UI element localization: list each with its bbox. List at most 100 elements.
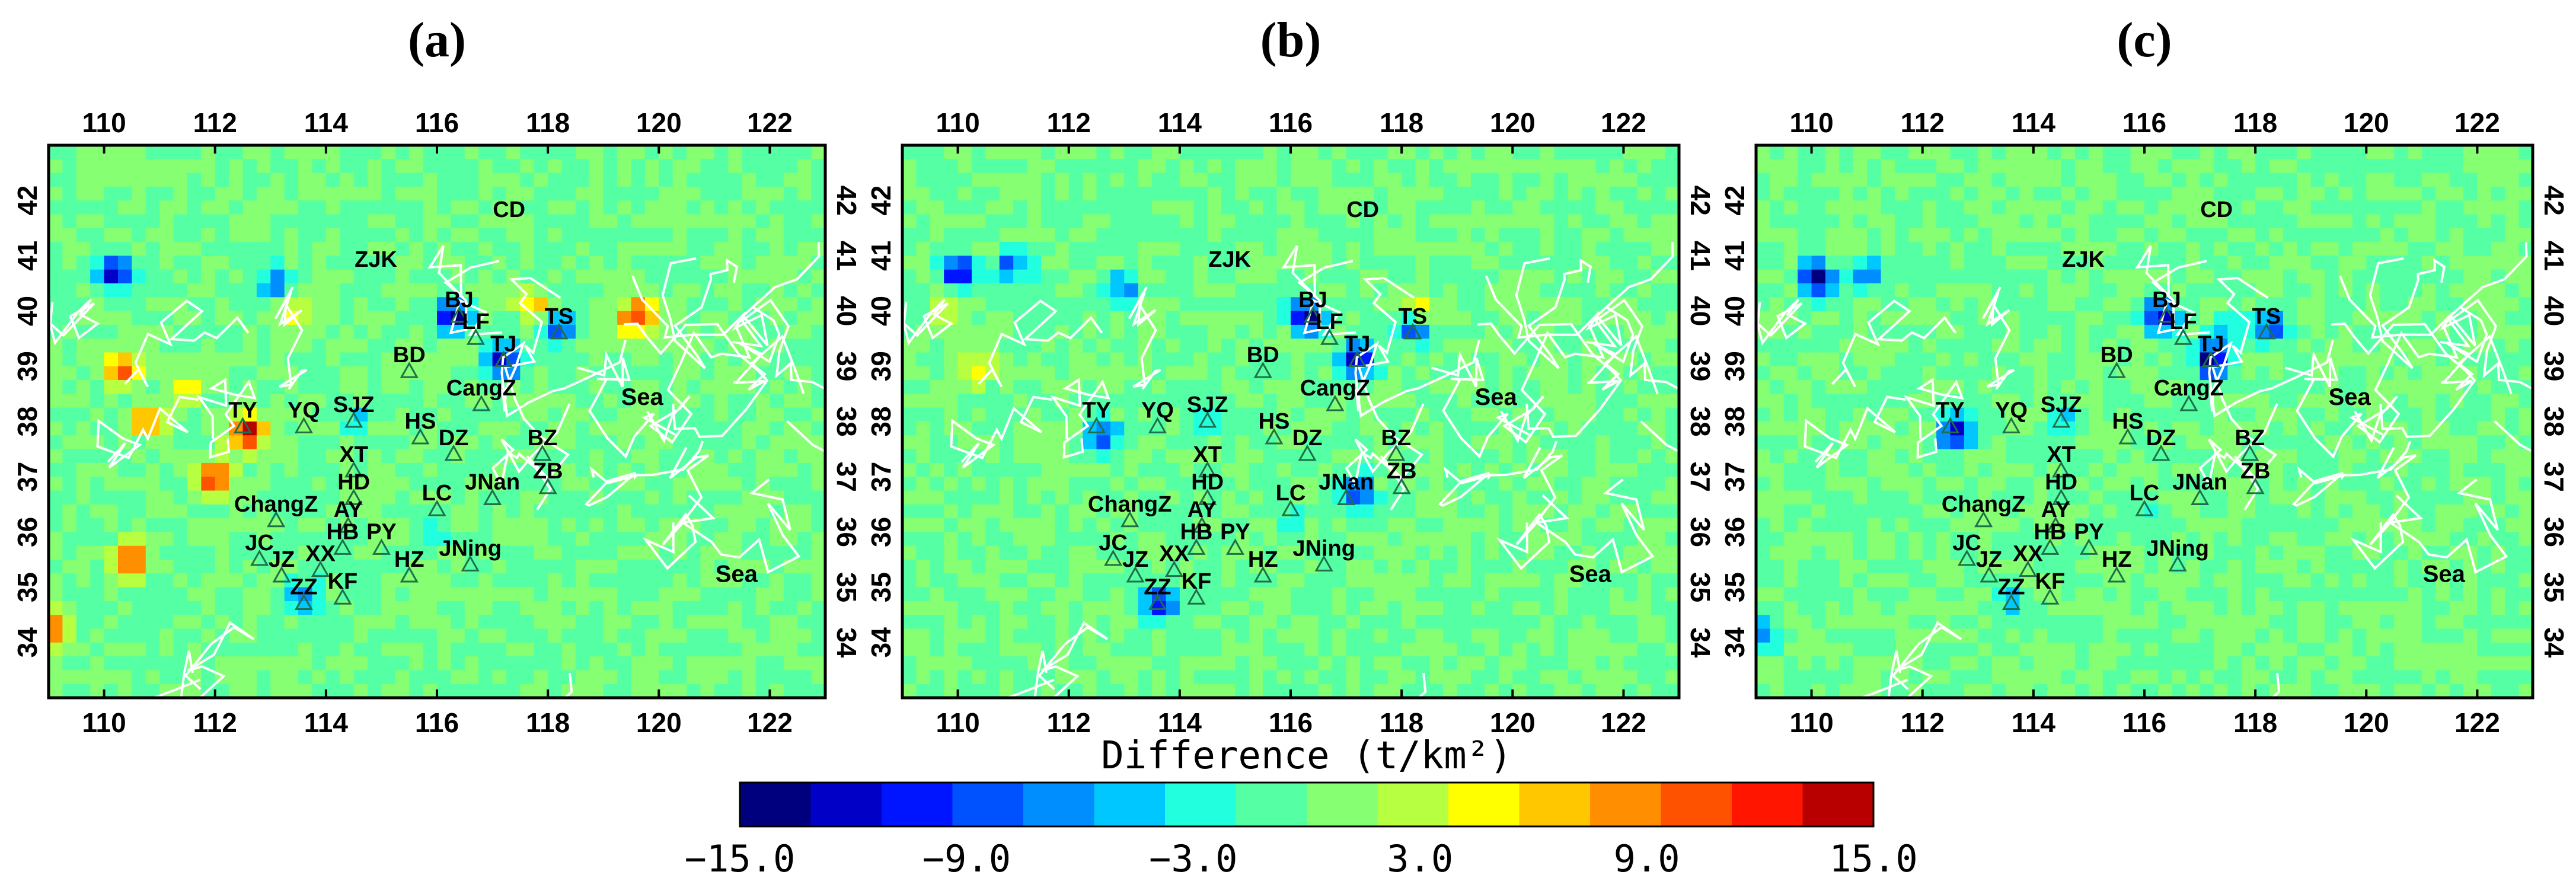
heatmap-cell xyxy=(464,394,479,408)
heatmap-cell xyxy=(187,324,202,339)
heatmap-cell xyxy=(902,186,917,201)
heatmap-cell xyxy=(423,490,438,505)
heatmap-cell xyxy=(957,518,972,532)
heatmap-cell xyxy=(561,200,576,215)
heatmap-cell xyxy=(1374,560,1388,574)
city-marker-icon xyxy=(444,444,463,461)
heatmap-cell xyxy=(242,462,257,477)
heatmap-cell xyxy=(1512,587,1527,602)
heatmap-cell xyxy=(1332,532,1347,547)
heatmap-cell xyxy=(770,242,784,256)
heatmap-cell xyxy=(687,380,701,394)
heatmap-cell xyxy=(1276,407,1291,422)
heatmap-cell xyxy=(1568,560,1582,574)
heatmap-cell xyxy=(256,435,271,450)
heatmap-cell xyxy=(617,297,632,312)
heatmap-cell xyxy=(1512,504,1527,519)
heatmap-cell xyxy=(242,200,257,215)
heatmap-cell xyxy=(520,186,535,201)
heatmap-cell xyxy=(617,504,632,519)
heatmap-cell xyxy=(811,449,825,464)
x-tick-label: 122 xyxy=(1601,707,1646,738)
heatmap-cell xyxy=(451,504,465,519)
city-label: LC xyxy=(422,481,452,506)
heatmap-cell xyxy=(1512,159,1527,174)
heatmap-cell xyxy=(1013,352,1028,367)
heatmap-cell xyxy=(104,145,119,159)
heatmap-cell xyxy=(742,269,756,284)
heatmap-cell xyxy=(145,628,160,643)
heatmap-cell xyxy=(1124,490,1139,505)
heatmap-cell xyxy=(159,422,174,436)
heatmap-cell xyxy=(1443,477,1458,491)
heatmap-cell xyxy=(201,532,216,547)
heatmap-cell xyxy=(409,642,424,657)
heatmap-cell xyxy=(1582,366,1597,381)
heatmap-cell xyxy=(1276,628,1291,643)
heatmap-cell xyxy=(700,587,715,602)
heatmap-cell xyxy=(1083,145,1097,159)
heatmap-cell xyxy=(2213,173,2228,187)
heatmap-cell xyxy=(1443,518,1458,532)
heatmap-cell xyxy=(325,435,340,450)
heatmap-cell xyxy=(187,242,202,256)
heatmap-cell xyxy=(1096,200,1111,215)
heatmap-cell xyxy=(1651,656,1666,670)
heatmap-cell xyxy=(312,269,327,284)
heatmap-cell xyxy=(1138,422,1153,436)
heatmap-cell xyxy=(1429,615,1444,630)
heatmap-cell xyxy=(451,449,465,464)
heatmap-cell xyxy=(340,186,355,201)
heatmap-cell xyxy=(1166,587,1180,602)
heatmap-cell xyxy=(1263,601,1278,615)
city-label: HB xyxy=(1180,519,1212,544)
heatmap-cell xyxy=(1526,587,1541,602)
heatmap-cell xyxy=(49,518,63,532)
heatmap-cell xyxy=(215,504,229,519)
heatmap-cell xyxy=(1374,628,1388,643)
heatmap-cell xyxy=(1166,380,1180,394)
heatmap-cell xyxy=(90,173,105,187)
heatmap-cell xyxy=(1068,297,1083,312)
heatmap-cell xyxy=(756,283,771,298)
heatmap-cell xyxy=(1138,324,1153,339)
heatmap-cell xyxy=(464,573,479,588)
heatmap-cell xyxy=(603,532,618,547)
heatmap-cell xyxy=(1457,490,1471,505)
heatmap-cell xyxy=(1235,407,1250,422)
heatmap-cell xyxy=(902,173,917,187)
heatmap-cell xyxy=(770,587,784,602)
heatmap-cell xyxy=(117,394,132,408)
heatmap-cell xyxy=(1429,256,1444,270)
heatmap-cell xyxy=(1485,407,1499,422)
heatmap-cell xyxy=(1582,573,1597,588)
heatmap-cell xyxy=(1304,145,1319,159)
heatmap-cell xyxy=(1443,324,1458,339)
heatmap-cell xyxy=(1540,200,1555,215)
heatmap-cell xyxy=(353,518,368,532)
heatmap-cell xyxy=(478,615,493,630)
heatmap-cell xyxy=(173,145,188,159)
heatmap-cell xyxy=(1318,159,1333,174)
heatmap-cell xyxy=(506,656,521,670)
heatmap-cell xyxy=(1249,670,1263,685)
heatmap-cell xyxy=(1346,684,1361,698)
heatmap-cell xyxy=(325,422,340,436)
city-label: TJ xyxy=(1344,331,1370,356)
heatmap-cell xyxy=(2325,173,2339,187)
heatmap-cell xyxy=(971,283,986,298)
heatmap-cell xyxy=(1498,560,1513,574)
heatmap-cell xyxy=(159,269,174,284)
heatmap-cell xyxy=(728,214,743,229)
heatmap-cell xyxy=(1359,670,1374,685)
heatmap-cell xyxy=(1040,200,1055,215)
heatmap-cell xyxy=(145,532,160,547)
heatmap-cell xyxy=(256,642,271,657)
heatmap-cell xyxy=(520,269,535,284)
heatmap-cell xyxy=(90,200,105,215)
heatmap-cell xyxy=(1055,173,1070,187)
heatmap-cell xyxy=(1485,173,1499,187)
heatmap-cell xyxy=(1055,311,1070,325)
heatmap-cell xyxy=(1332,628,1347,643)
heatmap-cell xyxy=(325,670,340,685)
